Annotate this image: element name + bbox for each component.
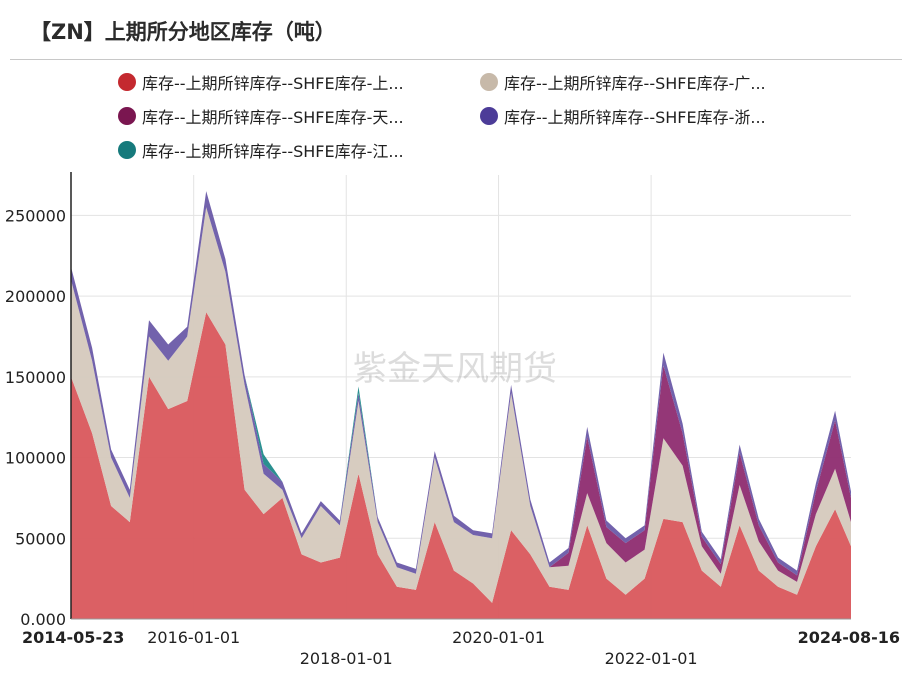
legend-dot-icon [118, 73, 136, 91]
watermark-text: 紫金天风期货 [353, 349, 557, 389]
legend-dot-icon [118, 107, 136, 125]
legend-label: 库存--上期所锌库存--SHFE库存-广... [504, 74, 766, 93]
legend-label: 库存--上期所锌库存--SHFE库存-江... [142, 142, 404, 161]
legend-label: 库存--上期所锌库存--SHFE库存-天... [142, 108, 404, 127]
area-series-0 [71, 312, 851, 619]
y-tick-label: 100000 [5, 449, 66, 468]
legend-item-shanghai[interactable]: 库存--上期所锌库存--SHFE库存-上... [118, 70, 404, 94]
legend-label: 库存--上期所锌库存--SHFE库存-上... [142, 74, 404, 93]
legend-dot-icon [118, 141, 136, 159]
x-tick-label: 2022-01-01 [605, 649, 698, 668]
x-tick-label: 2018-01-01 [300, 649, 393, 668]
area-series-1 [71, 207, 851, 603]
x-tick-label: 2014-05-23 [22, 628, 124, 647]
y-tick-label: 150000 [5, 368, 66, 387]
title-divider [10, 59, 902, 60]
x-tick-label: 2024-08-16 [798, 628, 900, 647]
legend-item-jiangsu[interactable]: 库存--上期所锌库存--SHFE库存-江... [118, 138, 404, 162]
y-tick-label: 250000 [5, 206, 66, 225]
x-tick-label: 2016-01-01 [147, 628, 240, 647]
legend-dot-icon [480, 107, 498, 125]
legend-item-tianjin[interactable]: 库存--上期所锌库存--SHFE库存-天... [118, 104, 404, 128]
chart-title: 【ZN】上期所分地区库存（吨） [30, 20, 336, 44]
legend-dot-icon [480, 73, 498, 91]
legend-label: 库存--上期所锌库存--SHFE库存-浙... [504, 108, 766, 127]
y-tick-label: 0.000 [20, 610, 66, 629]
x-tick-label: 2020-01-01 [452, 628, 545, 647]
legend-item-zhejiang[interactable]: 库存--上期所锌库存--SHFE库存-浙... [480, 104, 766, 128]
y-tick-label: 50000 [15, 529, 66, 548]
legend-item-guangdong[interactable]: 库存--上期所锌库存--SHFE库存-广... [480, 70, 766, 94]
y-tick-label: 200000 [5, 287, 66, 306]
